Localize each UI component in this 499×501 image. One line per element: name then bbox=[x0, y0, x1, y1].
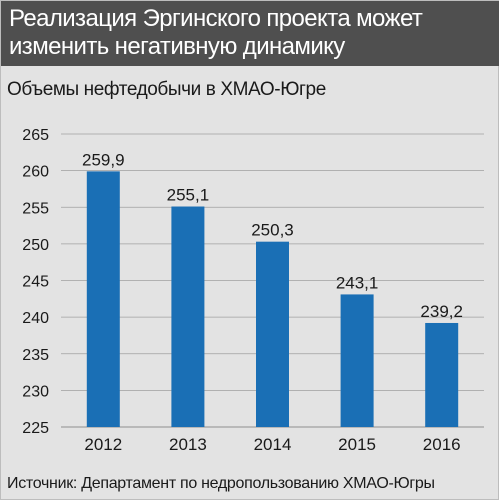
chart-subtitle: Объемы нефтедобычи в ХМАО-Югре bbox=[7, 79, 326, 100]
y-tick-label: 240 bbox=[22, 310, 49, 327]
x-tick-label: 2013 bbox=[169, 435, 207, 454]
y-tick-label: 265 bbox=[22, 127, 49, 144]
value-label: 239,2 bbox=[420, 302, 463, 321]
value-label: 255,1 bbox=[167, 186, 210, 205]
value-label: 250,3 bbox=[251, 221, 294, 240]
bar bbox=[256, 241, 289, 427]
title-line-1: Реализация Эргинского проекта может bbox=[9, 5, 423, 32]
x-tick-label: 2016 bbox=[423, 435, 461, 454]
source-note: Источник: Департамент по недропользовани… bbox=[7, 475, 435, 492]
bar bbox=[86, 171, 120, 427]
bar bbox=[340, 294, 374, 427]
value-label: 259,9 bbox=[82, 150, 125, 169]
y-tick-label: 245 bbox=[22, 274, 49, 291]
y-tick-label: 250 bbox=[22, 237, 49, 254]
value-label: 243,1 bbox=[336, 273, 379, 292]
bar bbox=[425, 322, 459, 427]
x-tick-label: 2014 bbox=[254, 435, 292, 454]
bar bbox=[171, 206, 205, 427]
y-tick-label: 255 bbox=[22, 200, 49, 217]
x-tick-label: 2012 bbox=[84, 435, 122, 454]
y-tick-label: 230 bbox=[22, 383, 49, 400]
y-tick-label: 225 bbox=[22, 420, 49, 437]
y-tick-label: 235 bbox=[22, 347, 49, 364]
y-tick-label: 260 bbox=[22, 164, 49, 181]
header-banner: Реализация Эргинского проекта может изме… bbox=[1, 1, 499, 66]
x-tick-label: 2015 bbox=[338, 435, 376, 454]
title-line-2: изменить негативную динамику bbox=[9, 33, 345, 60]
